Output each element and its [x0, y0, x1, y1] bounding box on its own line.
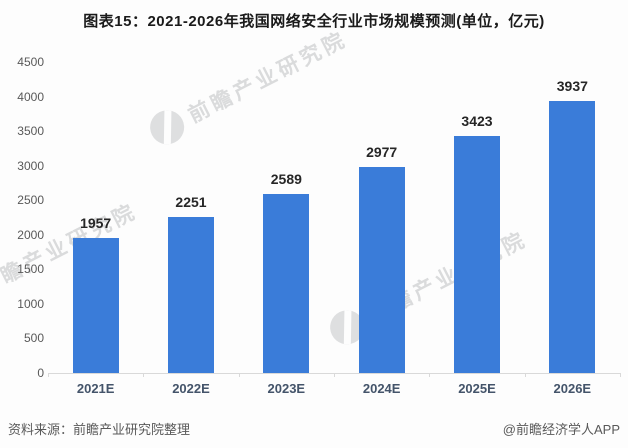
- axis-tick: [429, 373, 431, 377]
- bar-value-label: 1957: [80, 215, 112, 231]
- bar-2024E: [358, 167, 405, 373]
- bar-value-label: 2977: [366, 144, 398, 160]
- source-note: 资料来源：前瞻产业研究院整理: [8, 422, 191, 437]
- x-tick-label: 2021E: [76, 381, 115, 396]
- plot-area: 1957 2251 2589 2977 3423 3937: [48, 62, 620, 373]
- y-tick-label: 2500: [17, 193, 44, 208]
- y-tick-label: 3000: [17, 158, 44, 173]
- x-tick-label: 2025E: [458, 381, 496, 396]
- y-tick-label: 1000: [17, 296, 44, 311]
- axis-tick: [143, 373, 145, 377]
- bar-2026E: [549, 101, 596, 373]
- credit-note: @前瞻经济学人APP: [502, 422, 620, 437]
- y-tick-label: 4000: [17, 89, 44, 104]
- y-tick-label: 500: [23, 331, 44, 346]
- x-tick-label: 2026E: [553, 381, 592, 396]
- axis-tick: [620, 373, 621, 377]
- axis-tick: [524, 373, 526, 377]
- x-tick-label: 2024E: [362, 381, 401, 396]
- axis-tick: [238, 373, 240, 377]
- y-axis: 0 500 1000 1500 2000 2500 3000 3500 4000 4500: [0, 55, 44, 380]
- y-tick-label: 1500: [17, 262, 44, 277]
- x-axis: 2021E 2022E 2023E 2024E 2025E 2026E: [48, 381, 620, 399]
- bar-2025E: [454, 136, 500, 373]
- axis-tick: [48, 373, 49, 377]
- y-tick-label: 3500: [17, 124, 44, 139]
- bar-2022E: [168, 217, 214, 373]
- y-tick-label: 2000: [17, 227, 44, 242]
- bar-2023E: [263, 194, 310, 373]
- bar-value-label: 3423: [461, 113, 493, 129]
- x-tick-label: 2022E: [172, 381, 210, 396]
- bar-2021E: [72, 238, 119, 373]
- bar-value-label: 2589: [270, 171, 302, 187]
- bar-value-label: 3937: [556, 78, 588, 94]
- y-tick-label: 4500: [17, 55, 44, 69]
- chart-title: 图表15：2021-2026年我国网络安全行业市场规模预测(单位，亿元): [83, 13, 545, 30]
- x-tick-label: 2023E: [267, 381, 306, 396]
- axis-tick: [334, 373, 335, 377]
- y-tick-label: 0: [37, 366, 44, 380]
- bar-value-label: 2251: [175, 194, 207, 210]
